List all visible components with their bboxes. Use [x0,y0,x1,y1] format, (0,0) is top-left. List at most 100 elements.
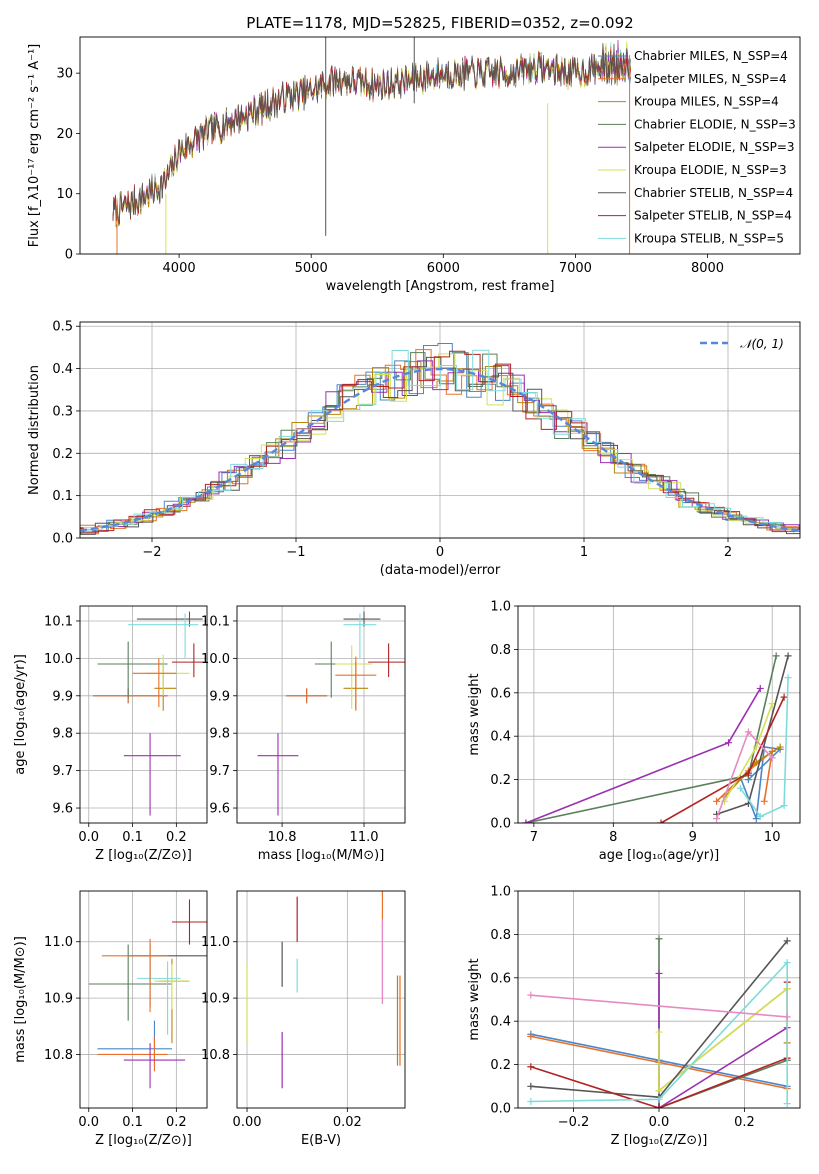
plot-area [49,344,819,536]
y-axis-label: age [log₁₀(age/yr)] [13,654,28,775]
y-tick-label: 0.0 [52,532,73,547]
errorbar-point-1 [102,939,168,1012]
legend-label: Kroupa ELODIE, N_SSP=3 [634,163,787,177]
y-tick-label: 9.6 [209,802,230,817]
weight-line [526,689,760,824]
y-tick-label: 0.1 [52,489,73,504]
y-tick-label: 9.9 [52,689,73,704]
y-tick-label: 9.7 [209,764,230,779]
y-tick-label: 0.6 [490,971,511,986]
errorbar-point-1 [286,688,327,703]
errorbar-point-5 [154,964,189,1009]
x-axis-label: Z [log₁₀(Z/Z⊙)] [611,1133,708,1148]
axes-frame [237,891,405,1108]
y-tick-label: 10.8 [201,1048,230,1063]
weight-marker [656,935,663,942]
y-tick-label: 10.0 [44,652,73,667]
weight-marker [656,1029,663,1036]
y-tick-label: 0.4 [490,730,511,745]
y-tick-label: 10.1 [44,614,73,629]
errorbar-point-1 [93,688,167,703]
y-tick-label: 1.0 [490,600,511,615]
weight-marker [784,1013,791,1020]
x-axis-label: wavelength [Angstrom, rest frame] [326,279,555,294]
weight-marker [527,992,534,999]
errorbar-point-8 [128,613,198,658]
y-tick-label: 0.4 [52,362,73,377]
x-tick-label: 0 [436,545,444,560]
axes-frame [80,891,207,1108]
weight-marker [781,694,788,701]
x-tick-label: 0.1 [122,830,143,845]
errorbar-point-1 [133,658,177,707]
errorbar-point-4 [257,733,298,815]
y-tick-label: 0.8 [490,643,511,658]
x-tick-label: 10.8 [268,830,297,845]
spectrum-title: PLATE=1178, MJD=52825, FIBERID=0352, z=0… [246,14,633,32]
legend-label: Kroupa STELIB, N_SSP=5 [634,231,784,245]
x-tick-label: 0.2 [734,1115,755,1130]
y-tick-label: 0.2 [490,1058,511,1073]
legend-label: Kroupa MILES, N_SSP=4 [634,95,779,109]
weight-marker [527,1098,534,1105]
axes-frame [518,606,800,823]
plot-area [89,899,212,1088]
x-tick-label: 0.0 [649,1115,670,1130]
x-tick-label: 0.2 [166,830,187,845]
mass-weight-line-0 [737,744,784,823]
x-tick-label: 2 [724,545,732,560]
y-tick-label: 0.2 [52,447,73,462]
y-tick-label: 9.6 [52,802,73,817]
weight-marker [781,802,788,809]
x-axis-label: Z [log₁₀(Z/Z⊙)] [95,1133,192,1148]
plot-area [247,891,400,1088]
errorbar-point-3 [315,642,356,698]
plot-area [113,37,631,254]
x-tick-label: 9 [689,830,697,845]
plot-area [527,935,790,1111]
mass-weight-line-3 [522,652,779,826]
x-axis-label: E(B-V) [301,1133,341,1148]
y-tick-label: 0.3 [52,404,73,419]
y-tick-label: 1.0 [490,885,511,900]
axes-frame [237,606,405,823]
weight-line [659,974,787,1109]
legend-label: Salpeter STELIB, N_SSP=4 [634,209,792,223]
weight-marker [785,674,792,681]
y-axis-label: mass weight [467,673,482,755]
y-axis-label: mass weight [467,958,482,1040]
legend-label: Salpeter ELODIE, N_SSP=3 [634,140,795,154]
x-tick-label: 7000 [559,261,592,276]
plot-area [93,612,207,816]
legend-label: 𝒩(0, 1) [740,337,784,351]
y-tick-label: 9.8 [209,727,230,742]
x-tick-label: −1 [286,545,305,560]
x-tick-label: 5000 [295,261,328,276]
histogram-legend: 𝒩(0, 1) [700,337,784,351]
errorbar-point-6 [128,945,211,1007]
weight-marker [761,798,768,805]
errorbar-point-5 [146,655,190,696]
weight-marker [725,739,732,746]
y-tick-label: 10.9 [201,992,230,1007]
x-tick-label: 4000 [163,261,196,276]
x-axis-label: Z [log₁₀(Z/Z⊙)] [95,848,192,863]
errorbar-point-7 [368,643,409,677]
weight-marker [656,970,663,977]
y-tick-label: 9.8 [52,727,73,742]
x-tick-label: −2 [142,545,161,560]
weight-marker [773,652,780,659]
plot-area [522,652,791,826]
y-tick-label: 0.8 [490,928,511,943]
legend-label: Salpeter MILES, N_SSP=4 [634,72,787,86]
